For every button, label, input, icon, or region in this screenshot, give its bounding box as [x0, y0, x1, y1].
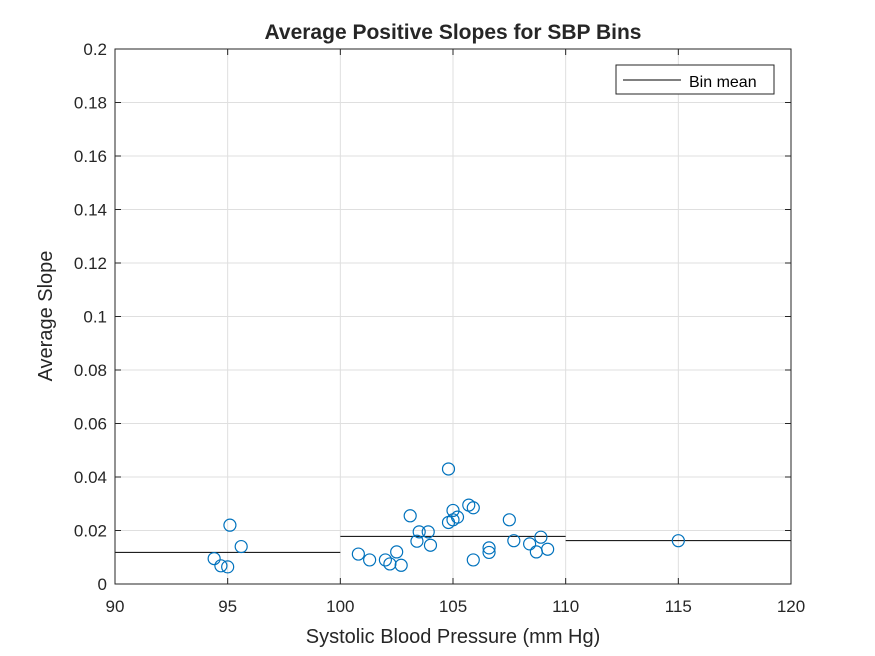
y-tick-label: 0.14	[74, 201, 107, 220]
y-tick-label: 0.16	[74, 147, 107, 166]
data-point	[534, 530, 548, 544]
data-point	[214, 559, 228, 573]
data-point	[671, 534, 685, 548]
x-tick-label: 110	[552, 597, 579, 616]
x-tick-label: 95	[218, 597, 237, 616]
x-tick-label: 90	[106, 597, 125, 616]
y-axis-label: Average Slope	[35, 251, 57, 382]
x-tick-label: 105	[439, 597, 467, 616]
data-point	[441, 462, 456, 476]
y-tick-label: 0.18	[74, 94, 107, 113]
data-point	[351, 547, 365, 561]
data-point	[523, 537, 537, 551]
data-point	[466, 501, 480, 515]
axes	[114, 48, 792, 585]
data-point	[410, 534, 424, 548]
y-tick-label: 0.2	[83, 40, 107, 59]
data-point	[446, 503, 460, 518]
data-point	[394, 558, 408, 572]
y-tick-label: 0.1	[83, 308, 107, 327]
data-points	[207, 462, 685, 574]
data-point	[502, 513, 516, 527]
data-point	[223, 518, 237, 532]
legend-entry-bin-mean: Bin mean	[689, 74, 757, 91]
y-tick-label: 0.06	[74, 415, 107, 434]
data-point	[482, 541, 496, 555]
y-tick-label: 0	[98, 575, 107, 594]
y-tick-label: 0.12	[74, 254, 107, 273]
data-point	[466, 553, 480, 567]
x-axis-label: Systolic Blood Pressure (mm Hg)	[306, 626, 601, 648]
x-tick-label: 115	[665, 597, 692, 616]
x-tick-label: 120	[777, 597, 805, 616]
data-point	[363, 553, 377, 567]
x-tick-labels: 90 95 100 105 110 115 120	[106, 597, 806, 616]
data-point	[482, 545, 496, 560]
data-point	[423, 538, 438, 552]
y-tick-label: 0.02	[74, 522, 107, 541]
data-point	[403, 509, 417, 523]
data-point	[221, 560, 235, 574]
data-point	[412, 525, 426, 539]
axes-box	[114, 48, 792, 585]
legend: Bin mean	[615, 64, 775, 95]
data-point	[507, 534, 521, 548]
data-point	[378, 553, 392, 567]
y-tick-label: 0.08	[74, 361, 107, 380]
bin-mean-lines	[115, 535, 791, 553]
data-point	[390, 545, 404, 559]
x-tick-label: 100	[326, 597, 354, 616]
y-tick-labels: 0 0.02 0.04 0.06 0.08 0.1 0.12 0.14 0.16 0.18 0.2	[74, 40, 107, 594]
data-point	[207, 551, 221, 566]
y-tick-label: 0.04	[74, 468, 107, 487]
data-point	[234, 539, 248, 554]
chart-title: Average Positive Slopes for SBP Bins	[265, 21, 642, 44]
data-point	[450, 510, 465, 524]
data-point	[421, 525, 435, 539]
data-point	[541, 542, 555, 556]
